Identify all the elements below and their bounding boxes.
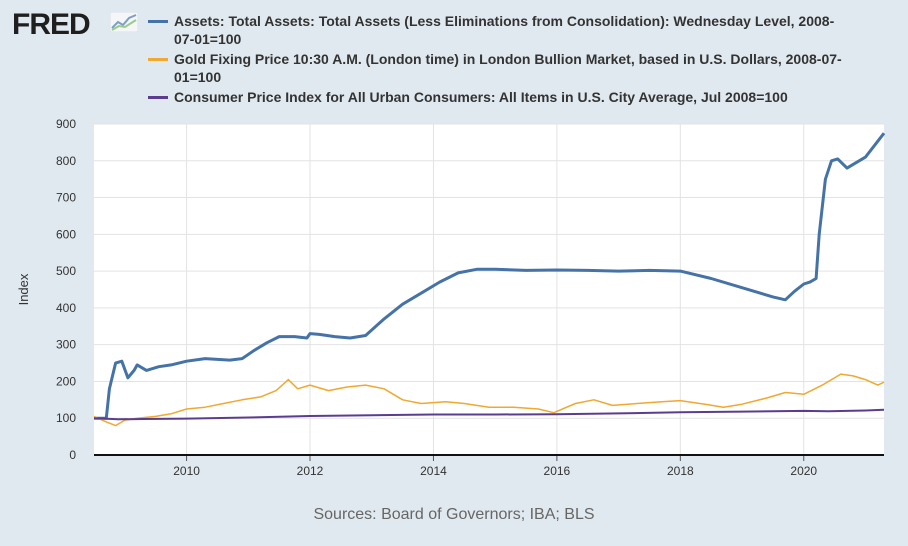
y-tick-label: 600 xyxy=(56,227,76,241)
y-tick-label: 0 xyxy=(69,448,76,462)
fred-logo[interactable]: FRED xyxy=(12,8,91,41)
series-line-assets xyxy=(94,132,886,420)
x-tick-label: 2018 xyxy=(667,464,694,478)
x-tick-label: 2010 xyxy=(173,464,200,478)
fred-chart-logo-icon xyxy=(110,12,138,32)
legend-label-assets: Assets: Total Assets: Total Assets (Less… xyxy=(174,13,835,47)
x-tick-label: 2016 xyxy=(544,464,571,478)
y-tick-label: 200 xyxy=(56,374,76,388)
source-note: Sources: Board of Governors; IBA; BLS xyxy=(313,506,595,523)
legend-entry-assets[interactable]: Assets: Total Assets: Total Assets (Less… xyxy=(148,12,854,48)
legend-swatch-assets xyxy=(148,20,168,23)
legend-label-cpi: Consumer Price Index for All Urban Consu… xyxy=(174,89,788,105)
x-tick-label: 2020 xyxy=(790,464,817,478)
legend-swatch-gold xyxy=(148,58,168,61)
y-tick-label: 300 xyxy=(56,338,76,352)
legend-swatch-cpi xyxy=(148,96,168,99)
legend-label-gold: Gold Fixing Price 10:30 A.M. (London tim… xyxy=(174,51,842,85)
x-tick-label: 2012 xyxy=(297,464,324,478)
y-axis-label: Index xyxy=(16,273,31,305)
y-tick-label: 700 xyxy=(56,191,76,205)
series-line-cpi xyxy=(93,408,885,421)
y-tick-label: 800 xyxy=(56,154,76,168)
x-tick-label: 2014 xyxy=(420,464,447,478)
legend-entry-gold[interactable]: Gold Fixing Price 10:30 A.M. (London tim… xyxy=(148,50,854,86)
y-tick-label: 500 xyxy=(56,264,76,278)
y-tick-label: 100 xyxy=(56,411,76,425)
y-tick-label: 400 xyxy=(56,301,76,315)
y-tick-label: 900 xyxy=(56,117,76,131)
legend-entry-cpi[interactable]: Consumer Price Index for All Urban Consu… xyxy=(148,88,854,106)
series-line-gold xyxy=(93,373,885,427)
